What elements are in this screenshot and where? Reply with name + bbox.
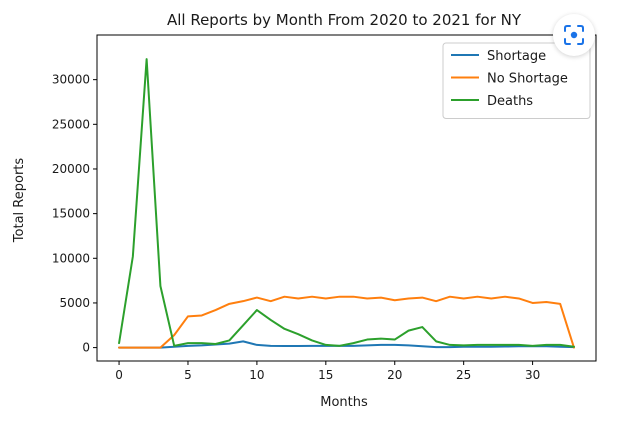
focus-scan-icon — [564, 25, 584, 45]
x-tick-label: 10 — [249, 368, 264, 382]
y-tick-label: 5000 — [59, 296, 90, 310]
y-tick-label: 25000 — [52, 117, 90, 131]
x-tick-label: 5 — [184, 368, 192, 382]
x-tick-label: 20 — [387, 368, 402, 382]
legend-label: No Shortage — [487, 72, 568, 87]
y-tick-label: 0 — [82, 341, 90, 355]
series-line-shortage — [118, 340, 575, 349]
series-line-deaths — [118, 58, 575, 348]
legend-box — [442, 42, 591, 119]
x-tick-label: 30 — [525, 368, 540, 382]
series-line-no-shortage — [118, 295, 575, 349]
y-tick-label: 30000 — [52, 73, 90, 87]
x-axis-title: Months — [320, 395, 368, 410]
y-tick-label: 10000 — [52, 251, 90, 265]
legend-label: Deaths — [487, 94, 533, 109]
plot-area: 0 5 10 15 20 25 30 0 5000 10000 15000 20000 25000 300… — [52, 34, 597, 382]
y-axis-title: Total Reports — [12, 158, 27, 244]
y-tick-label: 15000 — [52, 207, 90, 221]
y-tick-label: 20000 — [52, 162, 90, 176]
focus-scan-button[interactable] — [553, 14, 595, 56]
legend-label: Shortage — [487, 49, 546, 64]
chart-title: All Reports by Month From 2020 to 2021 f… — [167, 11, 522, 29]
x-tick-label: 25 — [456, 368, 471, 382]
x-tick-label: 15 — [318, 368, 333, 382]
plot-frame — [96, 34, 597, 362]
x-tick-label: 0 — [115, 368, 123, 382]
